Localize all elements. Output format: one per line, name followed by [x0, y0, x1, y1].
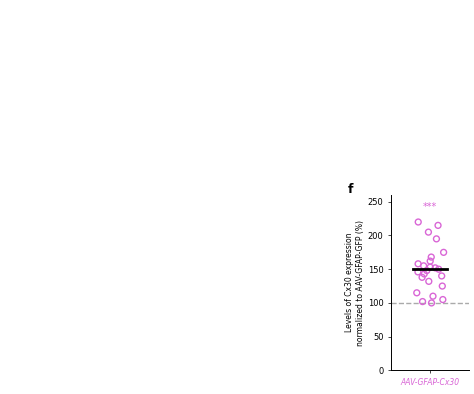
- Point: [425, 278, 433, 284]
- Text: ***: ***: [423, 202, 438, 212]
- Text: f: f: [348, 183, 354, 196]
- Point: [423, 268, 430, 274]
- Point: [414, 219, 422, 225]
- Point: [429, 293, 437, 299]
- Point: [431, 265, 439, 271]
- Point: [420, 263, 428, 269]
- Point: [434, 222, 442, 229]
- Point: [435, 266, 443, 272]
- Point: [428, 300, 435, 306]
- Point: [418, 274, 426, 281]
- Point: [427, 258, 434, 264]
- Point: [438, 273, 446, 279]
- Point: [428, 254, 435, 260]
- Point: [420, 271, 428, 277]
- Point: [413, 290, 420, 296]
- Point: [425, 229, 432, 235]
- Point: [433, 236, 440, 242]
- Point: [414, 261, 422, 267]
- Y-axis label: Levels of Cx30 expression
normalized to AAV-GFAP-GFP (%): Levels of Cx30 expression normalized to …: [346, 220, 365, 346]
- Point: [414, 269, 422, 275]
- Point: [426, 264, 434, 270]
- Point: [419, 298, 426, 305]
- Point: [440, 249, 447, 255]
- Point: [438, 283, 446, 289]
- Point: [439, 296, 447, 303]
